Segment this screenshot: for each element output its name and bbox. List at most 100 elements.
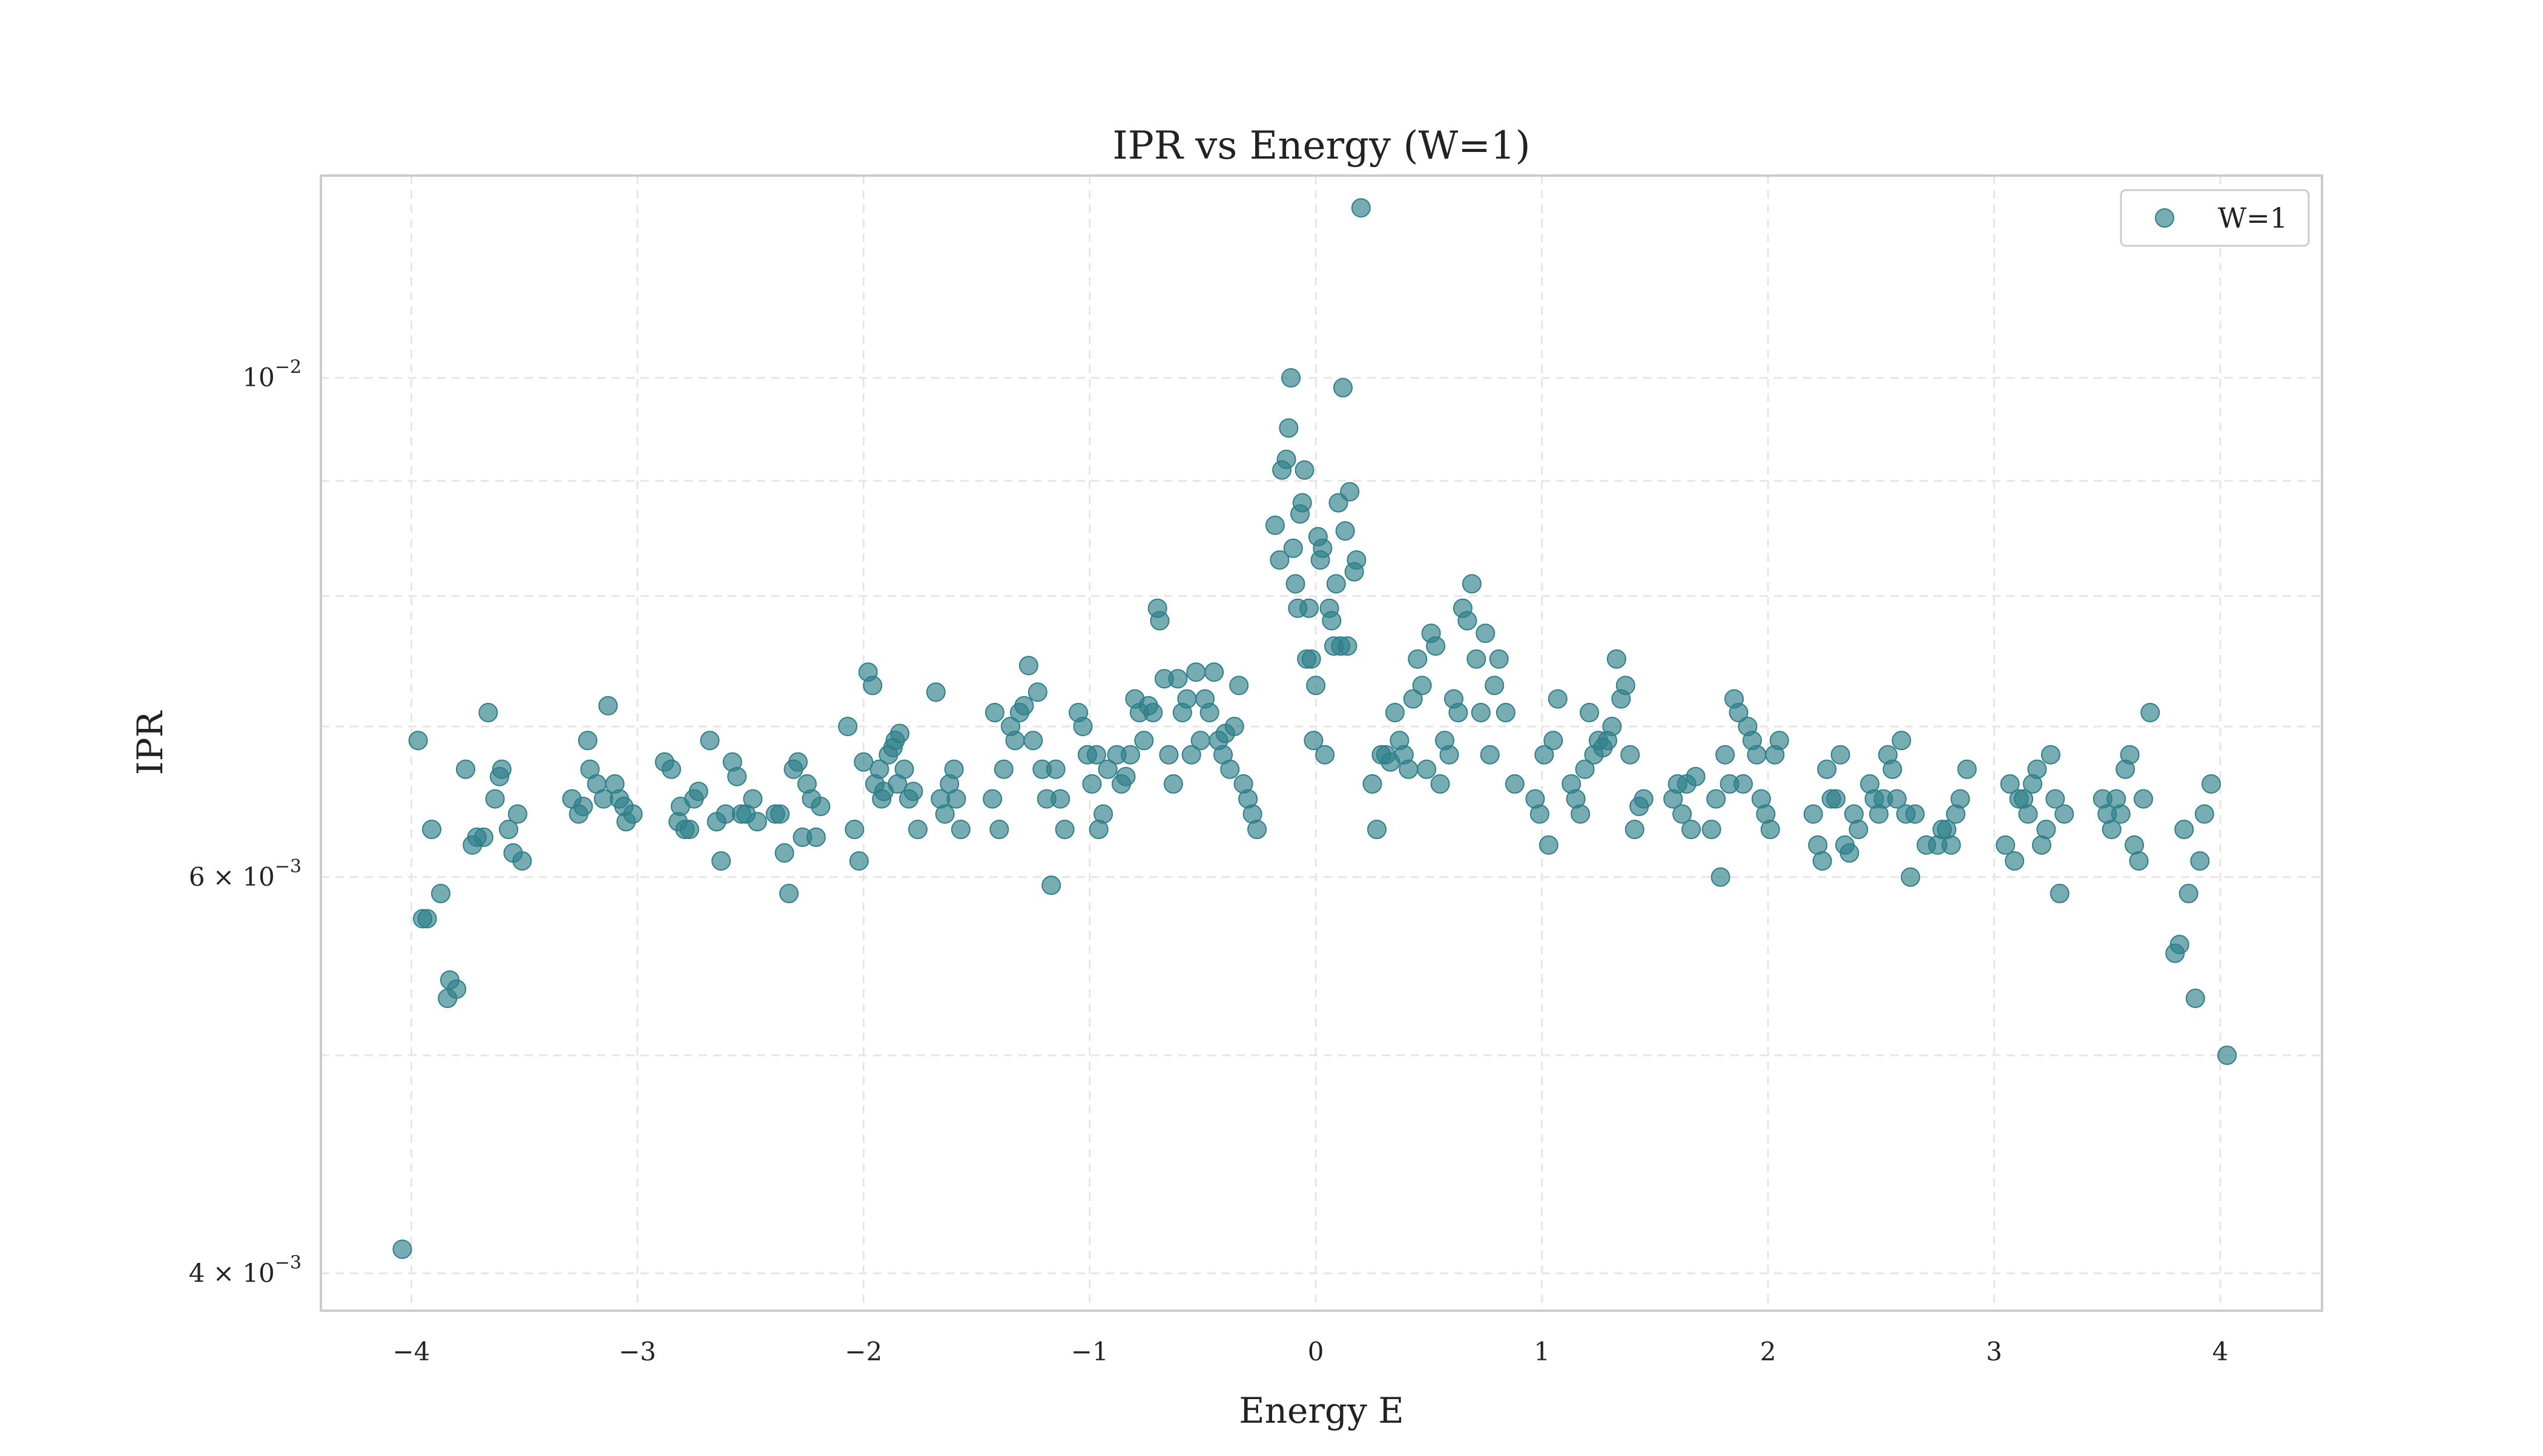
data-point (1014, 696, 1034, 716)
data-point (1417, 759, 1437, 779)
data-point (944, 759, 964, 779)
data-point (661, 759, 681, 779)
data-point (1285, 574, 1305, 594)
data-point (1529, 804, 1549, 824)
data-point (1580, 703, 1600, 723)
data-point (1830, 745, 1850, 765)
data-point (1159, 745, 1179, 765)
data-point (854, 752, 874, 772)
data-point (679, 820, 699, 840)
data-point (2054, 804, 2074, 824)
data-point (1408, 649, 1428, 669)
data-point (1281, 368, 1301, 388)
data-point (1301, 649, 1321, 669)
data-point (1335, 521, 1355, 541)
data-point (1046, 759, 1066, 779)
data-point (788, 752, 808, 772)
data-point (985, 703, 1004, 723)
plot-frame (320, 174, 2323, 1312)
data-point (1733, 774, 1753, 794)
data-point (417, 909, 437, 929)
data-point (1485, 676, 1505, 696)
data-point (688, 782, 708, 802)
data-point (806, 827, 826, 847)
data-point (1347, 550, 1367, 570)
data-point (1571, 804, 1591, 824)
data-point (1715, 745, 1735, 765)
data-point (1496, 703, 1516, 723)
data-point (1681, 820, 1701, 840)
data-point (598, 696, 618, 716)
data-point (1120, 745, 1140, 765)
data-point (935, 804, 955, 824)
data-point (2217, 1046, 2237, 1066)
y-tick-label: 4 × 10−3 (189, 1252, 302, 1288)
data-point (507, 804, 527, 824)
x-tick-label: −4 (392, 1337, 430, 1366)
x-tick-label: 4 (2212, 1337, 2229, 1366)
data-point (1839, 843, 1859, 863)
data-point (1412, 676, 1432, 696)
data-point (1279, 418, 1299, 438)
data-point (946, 789, 966, 809)
data-point (1333, 378, 1353, 398)
data-point (1299, 598, 1319, 618)
data-point (1204, 662, 1224, 682)
data-point (2194, 804, 2214, 824)
data-point (1701, 820, 1721, 840)
data-point (1686, 766, 1706, 786)
data-point (989, 820, 1009, 840)
data-point (1082, 774, 1102, 794)
data-point (1996, 835, 2016, 855)
data-point (1041, 875, 1061, 895)
data-point (1941, 835, 1961, 855)
data-point (1177, 689, 1197, 709)
x-tick-label: −2 (845, 1337, 882, 1366)
data-point (478, 703, 498, 723)
data-point (1005, 731, 1025, 751)
data-point (845, 820, 865, 840)
data-point (1710, 867, 1730, 887)
data-point (903, 782, 923, 802)
data-point (498, 820, 518, 840)
data-point (1729, 703, 1749, 723)
data-point (1229, 676, 1249, 696)
data-point (1950, 789, 1970, 809)
data-point (1462, 574, 1482, 594)
data-point (2185, 989, 2205, 1009)
data-point (1430, 774, 1450, 794)
data-point (1760, 820, 1780, 840)
data-point (1051, 789, 1070, 809)
data-point (2040, 745, 2060, 765)
data-point (1439, 745, 1459, 765)
data-point (2036, 820, 2056, 840)
data-point (1295, 460, 1314, 480)
data-point (1367, 820, 1387, 840)
data-point (1315, 745, 1335, 765)
data-point (1073, 716, 1093, 736)
data-point (747, 812, 767, 832)
data-point (951, 820, 971, 840)
data-point (2045, 789, 2065, 809)
data-point (1672, 804, 1692, 824)
data-point (1826, 789, 1846, 809)
data-point (2169, 935, 2189, 955)
data-point (1306, 676, 1326, 696)
x-tick-label: −1 (1071, 1337, 1109, 1366)
data-point (1505, 774, 1525, 794)
data-point (1548, 689, 1568, 709)
data-point (447, 979, 467, 999)
data-point (1292, 493, 1312, 513)
legend-marker (2155, 208, 2174, 228)
x-tick-label: 3 (1986, 1337, 2002, 1366)
data-point (1426, 636, 1446, 656)
data-point (1283, 538, 1303, 558)
data-point (811, 797, 831, 817)
chart-title: IPR vs Energy (W=1) (1112, 124, 1530, 168)
y-tick-label: 6 × 10−3 (189, 856, 302, 892)
data-point (1023, 731, 1043, 751)
data-point (512, 851, 532, 871)
data-point (1849, 820, 1868, 840)
data-point (1270, 550, 1290, 570)
data-point (2120, 745, 2140, 765)
